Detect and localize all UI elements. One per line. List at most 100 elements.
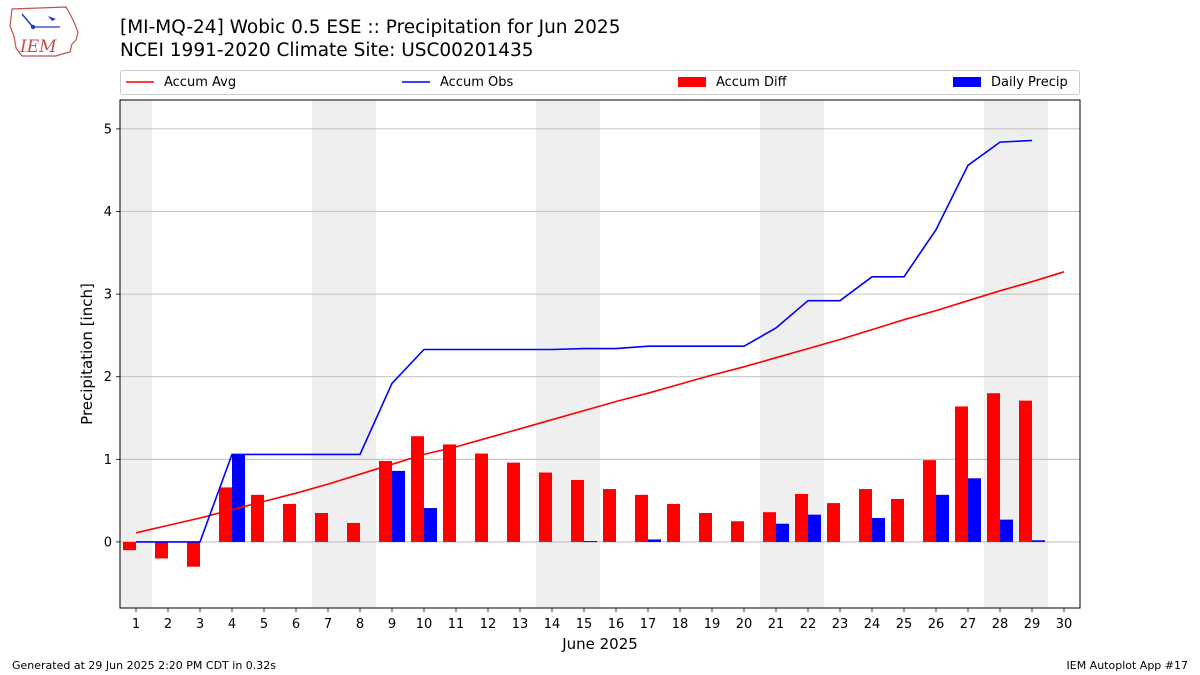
accum-diff-bar <box>507 462 520 542</box>
daily-precip-bar <box>776 523 789 542</box>
x-tick-label: 24 <box>864 617 881 632</box>
legend-label-daily-precip: Daily Precip <box>991 75 1068 90</box>
chart-subtitle: NCEI 1991-2020 Climate Site: USC00201435 <box>120 40 534 61</box>
accum-diff-bar <box>635 494 648 542</box>
x-tick-label: 13 <box>512 617 529 632</box>
x-tick-label: 8 <box>356 617 364 632</box>
plot-frame <box>119 99 1081 609</box>
x-tick-label: 14 <box>544 617 561 632</box>
accum-diff-bar <box>379 460 392 542</box>
daily-precip-bar <box>872 517 885 542</box>
daily-precip-bar <box>648 539 661 542</box>
x-tick-label: 1 <box>132 617 140 632</box>
daily-precip-bar <box>1000 519 1013 542</box>
legend-label-accum-obs: Accum Obs <box>440 75 513 90</box>
accum-diff-bar <box>571 479 584 542</box>
y-axis-label: Precipitation [inch] <box>78 283 96 425</box>
accum-diff-bar <box>187 541 200 567</box>
legend-frame <box>120 70 1080 95</box>
accum-diff-bar <box>987 393 1000 542</box>
accum-diff-bar <box>731 521 744 542</box>
x-tick-label: 23 <box>832 617 849 632</box>
y-tick-label: 1 <box>104 453 112 468</box>
accum-diff-bar <box>251 494 264 542</box>
daily-precip-bar <box>808 514 821 542</box>
legend: Accum Avg Accum Obs Accum Diff Daily Pre… <box>120 70 1080 95</box>
accum-obs-line <box>136 139 1033 543</box>
daily-precip-bar <box>1032 540 1045 542</box>
x-tick-label: 26 <box>928 617 945 632</box>
accum-diff-bar <box>603 489 616 542</box>
x-tick-label: 4 <box>228 617 236 632</box>
daily-precip-bar <box>232 454 245 542</box>
x-tick-label: 29 <box>1024 617 1041 632</box>
x-tick-label: 22 <box>800 617 817 632</box>
y-tick-label: 3 <box>104 288 112 303</box>
x-tick-label: 12 <box>480 617 497 632</box>
chart-title: [MI-MQ-24] Wobic 0.5 ESE :: Precipitatio… <box>120 17 621 38</box>
daily-precip-bar <box>424 508 437 542</box>
x-tick-label: 5 <box>260 617 268 632</box>
legend-swatch-daily-precip <box>953 77 981 87</box>
accum-diff-bar <box>283 503 296 542</box>
x-tick-label: 10 <box>416 617 433 632</box>
accum-diff-bar <box>827 503 840 542</box>
footer-app: IEM Autoplot App #17 <box>1066 659 1189 672</box>
x-tick-label: 17 <box>640 617 657 632</box>
x-tick-label: 2 <box>164 617 172 632</box>
accum-diff-bar <box>123 541 136 551</box>
daily-precip-bar <box>392 470 405 542</box>
accum-diff-bar <box>699 513 712 542</box>
x-tick-label: 25 <box>896 617 913 632</box>
x-tick-label: 20 <box>736 617 753 632</box>
y-tick-label: 2 <box>104 370 112 385</box>
accum-diff-bar <box>955 406 968 542</box>
accum-diff-bar <box>891 498 904 542</box>
accum-diff-bar <box>923 460 936 542</box>
iem-logo: IEM <box>9 6 79 57</box>
accum-diff-bar <box>443 444 456 542</box>
y-tick-label: 5 <box>104 122 112 137</box>
x-tick-label: 7 <box>324 617 332 632</box>
x-tick-label: 21 <box>768 617 785 632</box>
x-tick-label: 3 <box>196 617 204 632</box>
accum-diff-bar <box>795 494 808 542</box>
accum-diff-bar <box>347 522 360 542</box>
legend-swatch-accum-diff <box>678 77 706 87</box>
x-tick-label: 30 <box>1056 617 1073 632</box>
accum-avg-line <box>135 271 1065 534</box>
daily-precip-bar <box>968 478 981 542</box>
x-tick-label: 6 <box>292 617 300 632</box>
logo-bird-icon <box>48 16 56 21</box>
legend-label-accum-avg: Accum Avg <box>164 75 236 90</box>
accum-diff-bar <box>539 472 552 542</box>
accum-diff-bar <box>219 487 232 542</box>
accum-diff-bar <box>859 489 872 542</box>
x-tick-label: 18 <box>672 617 689 632</box>
daily-precip-bar <box>584 541 597 543</box>
accum-diff-bar <box>155 541 168 559</box>
accum-diff-bar <box>763 512 776 542</box>
accum-diff-bar <box>411 436 424 542</box>
y-tick-label: 4 <box>104 205 112 220</box>
x-axis-label: June 2025 <box>561 635 638 653</box>
daily-precip-bar <box>936 494 949 542</box>
footer-generated: Generated at 29 Jun 2025 2:20 PM CDT in … <box>12 659 277 672</box>
y-tick-label: 0 <box>104 535 112 550</box>
x-tick-label: 28 <box>992 617 1009 632</box>
x-tick-label: 9 <box>388 617 396 632</box>
legend-label-accum-diff: Accum Diff <box>716 75 788 90</box>
x-tick-label: 15 <box>576 617 593 632</box>
logo-wind-icon <box>21 13 33 27</box>
x-tick-label: 11 <box>448 617 465 632</box>
weekend-shade-0 <box>120 100 152 608</box>
accum-diff-bar <box>475 453 488 542</box>
iowa-outline-icon <box>9 6 79 57</box>
accum-diff-bar <box>667 503 680 542</box>
x-tick-label: 27 <box>960 617 977 632</box>
x-tick-label: 16 <box>608 617 625 632</box>
x-tick-label: 19 <box>704 617 721 632</box>
accum-diff-bar <box>315 513 328 542</box>
